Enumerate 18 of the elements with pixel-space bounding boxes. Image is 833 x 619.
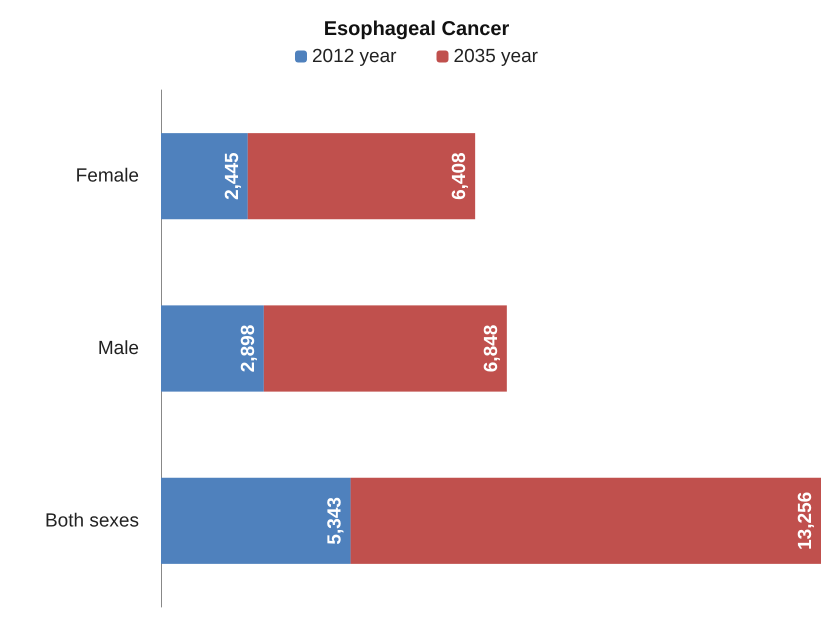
legend-label: 2035 year bbox=[454, 46, 539, 67]
data-label: 6,408 bbox=[449, 152, 470, 200]
y-tick-label: Female bbox=[76, 166, 139, 187]
data-label: 2,898 bbox=[238, 324, 259, 372]
data-label: 13,256 bbox=[795, 492, 816, 550]
data-label: 2,445 bbox=[222, 152, 243, 200]
bar bbox=[161, 133, 248, 220]
bar bbox=[161, 305, 264, 392]
data-label: 6,848 bbox=[480, 324, 502, 372]
legend-label: 2012 year bbox=[312, 46, 398, 67]
bar bbox=[264, 305, 507, 392]
chart-title: Esophageal Cancer bbox=[324, 18, 510, 40]
bar bbox=[350, 478, 821, 564]
bar bbox=[248, 133, 476, 220]
y-tick-label: Male bbox=[98, 338, 139, 359]
data-label: 5,343 bbox=[324, 497, 346, 545]
y-tick-label: Both sexes bbox=[45, 510, 139, 532]
bar bbox=[161, 478, 351, 564]
